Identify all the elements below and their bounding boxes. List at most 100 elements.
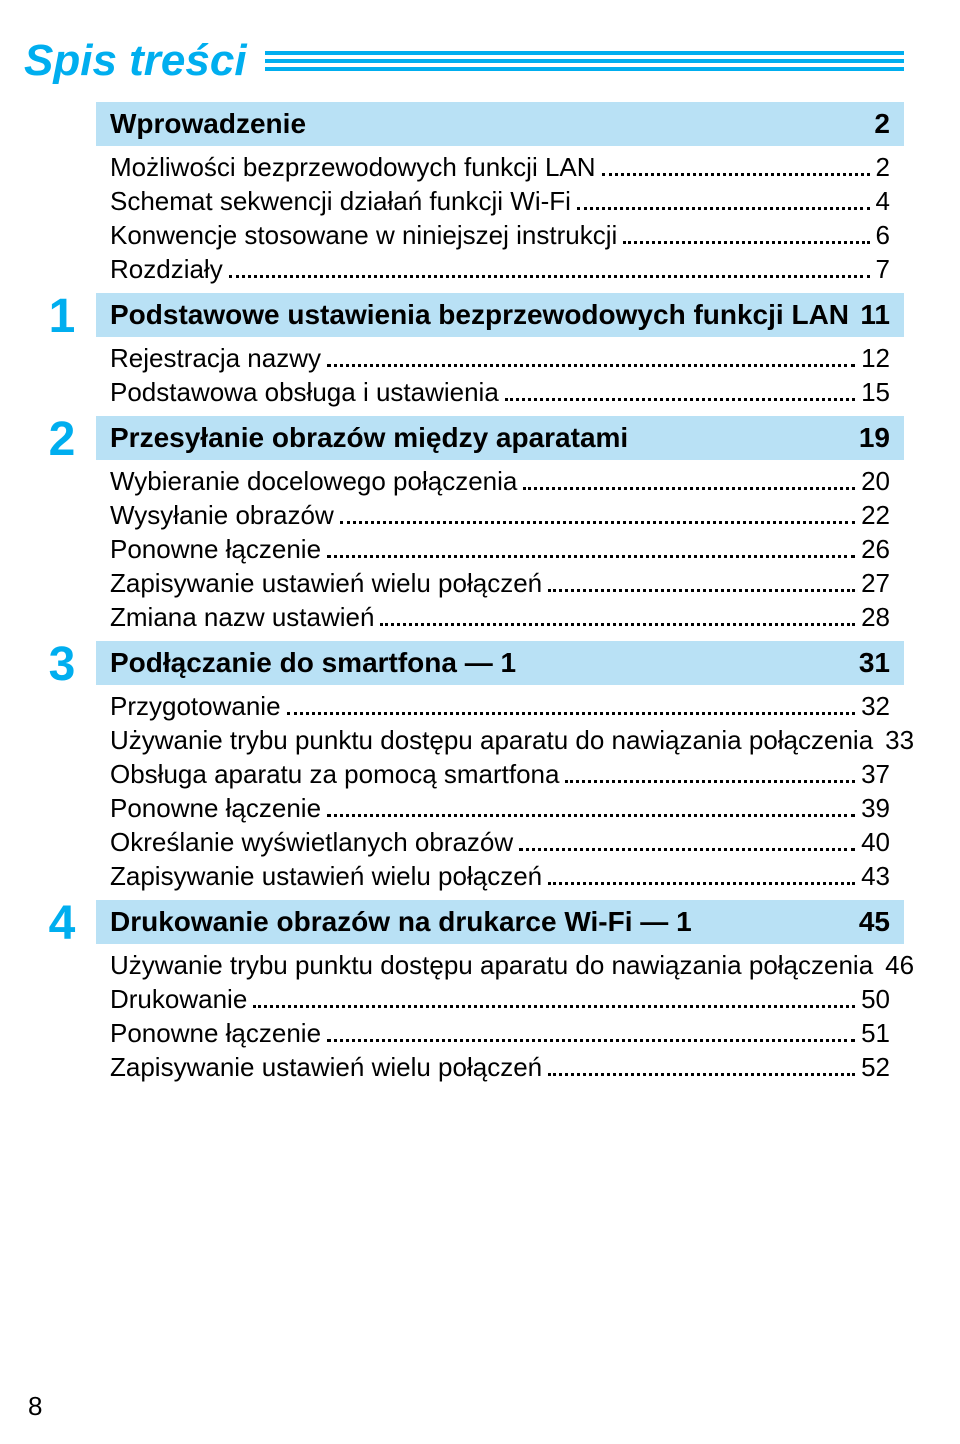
toc-entry: Przygotowanie 32 [96, 693, 904, 720]
toc-leader-dots [253, 991, 855, 1008]
toc-entry-label: Możliwości bezprzewodowych funkcji LAN [110, 154, 596, 180]
section-heading-label: Podłączanie do smartfona — 1 [110, 647, 859, 679]
toc-entry-label: Używanie trybu punktu dostępu aparatu do… [110, 952, 873, 978]
toc-section-heading: 3 Podłączanie do smartfona — 1 31 [96, 641, 904, 685]
toc-entry: Wybieranie docelowego połączenia 20 [96, 468, 904, 495]
toc-leader-dots [327, 800, 855, 817]
toc-entry-page: 28 [861, 604, 890, 630]
toc-leader-dots [327, 350, 855, 367]
toc-entry-label: Wybieranie docelowego połączenia [110, 468, 517, 494]
toc-entry-page: 6 [876, 222, 890, 248]
toc-entry-label: Ponowne łączenie [110, 536, 321, 562]
toc-entry-label: Schemat sekwencji działań funkcji Wi-Fi [110, 188, 571, 214]
toc-entry-label: Obsługa aparatu za pomocą smartfona [110, 761, 559, 787]
chapter-number: 3 [34, 637, 90, 692]
toc-entry-label: Zapisywanie ustawień wielu połączeń [110, 570, 542, 596]
section-heading-page: 19 [859, 422, 890, 454]
toc-section-heading: 4 Drukowanie obrazów na drukarce Wi-Fi —… [96, 900, 904, 944]
toc-leader-dots [548, 1059, 855, 1076]
toc-entry-page: 46 [885, 952, 914, 978]
chapter-number: 2 [34, 412, 90, 467]
toc-leader-dots [602, 159, 870, 176]
toc-leader-dots [327, 541, 855, 558]
toc-entry: Zapisywanie ustawień wielu połączeń 27 [96, 570, 904, 597]
toc-entry-page: 51 [861, 1020, 890, 1046]
chapter-number: 4 [34, 896, 90, 951]
toc-entry: Podstawowa obsługa i ustawienia 15 [96, 379, 904, 406]
toc-section-heading: 2 Przesyłanie obrazów między aparatami 1… [96, 416, 904, 460]
toc-entry-page: 40 [861, 829, 890, 855]
toc-entry-label: Rejestracja nazwy [110, 345, 321, 371]
toc-entry: Zapisywanie ustawień wielu połączeń 43 [96, 863, 904, 890]
toc-entry-label: Konwencje stosowane w niniejszej instruk… [110, 222, 617, 248]
chapter-number: 1 [34, 289, 90, 344]
title-row: Spis treści [24, 36, 904, 86]
section-heading-page: 2 [874, 108, 890, 140]
toc-leader-dots [327, 1025, 855, 1042]
section-heading-page: 31 [859, 647, 890, 679]
toc-leader-dots [340, 507, 855, 524]
toc-entry-label: Ponowne łączenie [110, 795, 321, 821]
toc-entry-page: 52 [861, 1054, 890, 1080]
toc-entry: Określanie wyświetlanych obrazów 40 [96, 829, 904, 856]
toc-entry-page: 20 [861, 468, 890, 494]
toc-entry: Ponowne łączenie 51 [96, 1020, 904, 1047]
toc-entry: Rejestracja nazwy 12 [96, 345, 904, 372]
toc-leader-dots [505, 384, 855, 401]
toc-entry: Zapisywanie ustawień wielu połączeń 52 [96, 1054, 904, 1081]
title-stripe [265, 51, 904, 55]
toc-leader-dots [565, 766, 855, 783]
toc-leader-dots [548, 575, 855, 592]
section-heading-page: 45 [859, 906, 890, 938]
toc-section-heading: Wprowadzenie 2 [96, 102, 904, 146]
toc-leader-dots [548, 868, 855, 885]
toc-leader-dots [577, 193, 870, 210]
toc-entry-label: Rozdziały [110, 256, 223, 282]
toc-entry-page: 50 [861, 986, 890, 1012]
toc-sections: Wprowadzenie 2 Możliwości bezprzewodowyc… [24, 102, 904, 1081]
section-heading-label: Drukowanie obrazów na drukarce Wi-Fi — 1 [110, 906, 859, 938]
toc-entry-page: 43 [861, 863, 890, 889]
toc-leader-dots [287, 698, 856, 715]
toc-entry: Konwencje stosowane w niniejszej instruk… [96, 222, 904, 249]
section-heading-page: 11 [860, 299, 890, 331]
toc-entry: Używanie trybu punktu dostępu aparatu do… [96, 727, 904, 754]
toc-leader-dots [380, 609, 855, 626]
toc-leader-dots [623, 227, 869, 244]
toc-entry-page: 4 [876, 188, 890, 214]
toc-entry-page: 27 [861, 570, 890, 596]
toc-entry: Wysyłanie obrazów 22 [96, 502, 904, 529]
toc-entry-page: 37 [861, 761, 890, 787]
toc-entry: Zmiana nazw ustawień 28 [96, 604, 904, 631]
toc-leader-dots [523, 473, 855, 490]
toc-entry-page: 15 [861, 379, 890, 405]
toc-entry-page: 32 [861, 693, 890, 719]
toc-entry: Ponowne łączenie 39 [96, 795, 904, 822]
title-stripe [265, 67, 904, 71]
toc-entry-page: 22 [861, 502, 890, 528]
toc-entry-label: Określanie wyświetlanych obrazów [110, 829, 513, 855]
footer-page-number: 8 [28, 1391, 42, 1422]
toc-entry: Możliwości bezprzewodowych funkcji LAN 2 [96, 154, 904, 181]
toc-entry-label: Zapisywanie ustawień wielu połączeń [110, 1054, 542, 1080]
toc-entry-label: Podstawowa obsługa i ustawienia [110, 379, 499, 405]
toc-entry-page: 7 [876, 256, 890, 282]
toc-page: Spis treści Wprowadzenie 2 Możliwości be… [0, 0, 960, 1444]
toc-leader-dots [519, 834, 855, 851]
toc-entry: Używanie trybu punktu dostępu aparatu do… [96, 952, 904, 979]
toc-entry-page: 33 [885, 727, 914, 753]
section-heading-label: Wprowadzenie [110, 108, 874, 140]
toc-entry: Schemat sekwencji działań funkcji Wi-Fi … [96, 188, 904, 215]
page-title: Spis treści [24, 36, 265, 86]
toc-entry-label: Zmiana nazw ustawień [110, 604, 374, 630]
toc-entry: Drukowanie 50 [96, 986, 904, 1013]
toc-section-heading: 1 Podstawowe ustawienia bezprzewodowych … [96, 293, 904, 337]
title-decoration [265, 51, 904, 71]
section-heading-label: Podstawowe ustawienia bezprzewodowych fu… [110, 299, 860, 331]
toc-entry-label: Zapisywanie ustawień wielu połączeń [110, 863, 542, 889]
toc-entry-label: Używanie trybu punktu dostępu aparatu do… [110, 727, 873, 753]
toc-entry: Ponowne łączenie 26 [96, 536, 904, 563]
toc-leader-dots [229, 261, 870, 278]
toc-entry-label: Wysyłanie obrazów [110, 502, 334, 528]
toc-entry-page: 2 [876, 154, 890, 180]
